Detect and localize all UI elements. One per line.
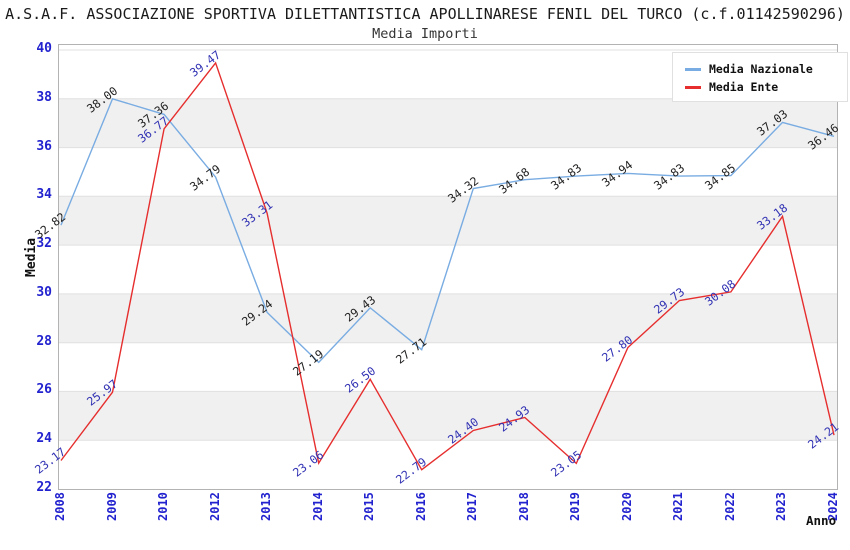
- band: [59, 98, 837, 148]
- y-tick-label: 40: [36, 41, 52, 56]
- y-tick-label: 26: [36, 382, 52, 398]
- y-tick-label: 28: [36, 333, 52, 349]
- x-tick-label: 2008: [53, 492, 67, 521]
- x-tick-label: 2017: [465, 492, 480, 521]
- legend-label: Media Nazionale: [709, 62, 813, 76]
- x-tick-label: 2019: [568, 492, 583, 521]
- y-tick-label: 36: [36, 138, 52, 154]
- x-tick-label: 2013: [259, 492, 274, 521]
- legend-item-media-nazionale: Media Nazionale: [685, 60, 847, 78]
- y-tick-label: 22: [36, 480, 52, 495]
- media-nazionale-line-icon: [685, 67, 701, 71]
- x-tick-label: 2010: [156, 492, 171, 521]
- y-tick-label: 24: [36, 431, 52, 447]
- legend: Media Nazionale Media Ente: [672, 52, 848, 102]
- band: [59, 391, 837, 441]
- x-tick-label: 2021: [671, 492, 686, 521]
- x-tick-label: 2009: [104, 492, 119, 521]
- x-axis-title: Anno: [806, 513, 837, 528]
- x-tick-label: 2020: [619, 492, 634, 521]
- series-line-media-nazionale: [60, 97, 835, 364]
- y-tick-label: 32: [36, 236, 52, 252]
- x-tick-label: 2023: [774, 492, 789, 521]
- legend-label: Media Ente: [709, 80, 779, 94]
- y-tick-label: 38: [36, 89, 52, 105]
- x-tick-label: 2015: [362, 492, 377, 521]
- media-ente-line-icon: [685, 85, 701, 89]
- legend-item-media-ente: Media Ente: [685, 78, 847, 96]
- chart-title: A.S.A.F. ASSOCIAZIONE SPORTIVA DILETTANT…: [5, 5, 845, 23]
- band: [59, 293, 837, 343]
- plot-area: [58, 44, 838, 490]
- series-line-media-ente: [60, 61, 835, 471]
- x-tick-label: 2012: [207, 492, 222, 521]
- y-tick-label: 30: [36, 284, 52, 300]
- band: [59, 196, 837, 246]
- chart-subtitle: Media Importi: [372, 26, 478, 42]
- x-tick-label: 2014: [310, 492, 325, 521]
- y-tick-label: 34: [36, 187, 52, 203]
- x-tick-label: 2018: [516, 492, 531, 521]
- x-tick-label: 2022: [722, 492, 737, 521]
- y-axis-title: Media: [24, 237, 39, 277]
- x-tick-label: 2016: [413, 492, 428, 521]
- plot-canvas: [59, 49, 837, 471]
